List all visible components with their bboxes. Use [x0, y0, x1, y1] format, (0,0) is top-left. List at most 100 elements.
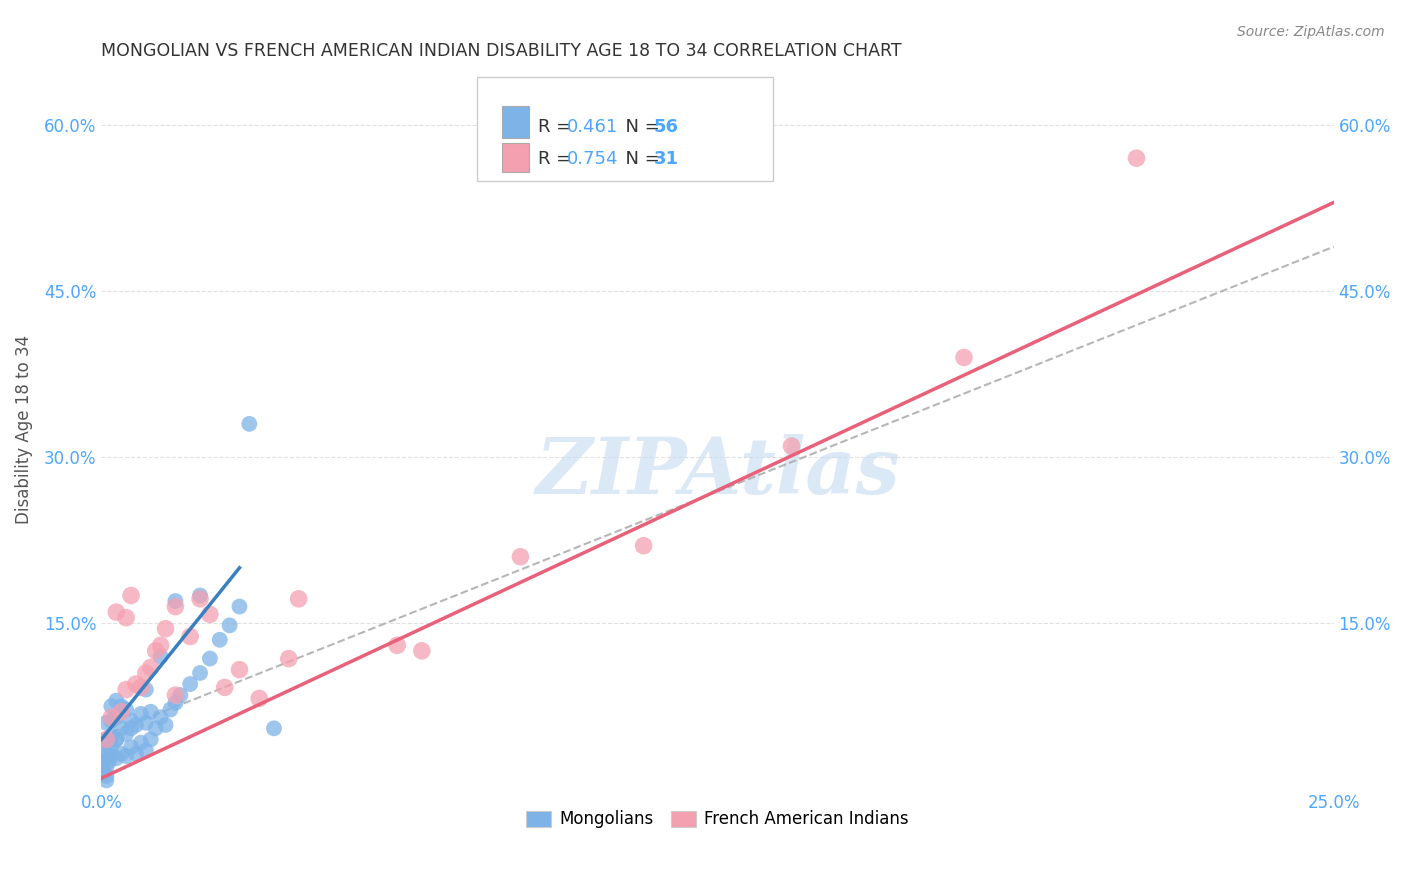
Point — [115, 702, 138, 716]
Point — [125, 718, 148, 732]
Text: 31: 31 — [654, 150, 679, 168]
Point — [96, 749, 118, 764]
Point — [120, 589, 142, 603]
Point — [96, 732, 118, 747]
Point — [179, 630, 201, 644]
Text: 0.754: 0.754 — [567, 150, 619, 168]
Point — [93, 755, 115, 769]
Point — [115, 610, 138, 624]
Point — [100, 749, 122, 764]
Point — [198, 607, 221, 622]
Point — [125, 677, 148, 691]
Point — [115, 727, 138, 741]
Point — [411, 644, 433, 658]
Point — [135, 682, 157, 697]
Point — [139, 705, 162, 719]
Point — [120, 722, 142, 736]
Point — [100, 729, 122, 743]
Point — [159, 702, 181, 716]
Point — [165, 599, 187, 614]
Point — [115, 682, 138, 697]
Point — [633, 539, 655, 553]
Point — [165, 688, 187, 702]
Point — [105, 693, 128, 707]
Point — [93, 743, 115, 757]
Point — [96, 760, 118, 774]
Point — [277, 651, 299, 665]
Point — [165, 594, 187, 608]
Point — [145, 722, 167, 736]
Text: R =: R = — [537, 118, 576, 136]
Point — [149, 649, 172, 664]
Point — [135, 665, 157, 680]
FancyBboxPatch shape — [502, 143, 529, 172]
Point — [188, 665, 211, 680]
Point — [188, 591, 211, 606]
Point — [110, 747, 132, 761]
Point — [218, 618, 240, 632]
Point — [125, 747, 148, 761]
Point — [100, 699, 122, 714]
Point — [105, 732, 128, 747]
Point — [129, 736, 152, 750]
Point — [509, 549, 531, 564]
Point — [129, 706, 152, 721]
Point — [120, 740, 142, 755]
Point — [110, 722, 132, 736]
Point — [149, 638, 172, 652]
Text: ZIPAtlas: ZIPAtlas — [536, 434, 900, 511]
Point — [135, 743, 157, 757]
Point — [165, 696, 187, 710]
Point — [149, 710, 172, 724]
Point — [139, 732, 162, 747]
Point — [247, 691, 270, 706]
Text: 56: 56 — [654, 118, 679, 136]
Point — [135, 715, 157, 730]
Point — [105, 605, 128, 619]
FancyBboxPatch shape — [502, 105, 529, 138]
Point — [129, 681, 152, 695]
Point — [105, 751, 128, 765]
Point — [287, 591, 309, 606]
Text: N =: N = — [614, 150, 665, 168]
Point — [780, 439, 803, 453]
Point — [100, 714, 122, 728]
Point — [155, 718, 177, 732]
Point — [93, 765, 115, 780]
Point — [228, 599, 250, 614]
Point — [115, 749, 138, 764]
Point — [238, 417, 260, 431]
Point — [214, 681, 236, 695]
Point — [110, 699, 132, 714]
Point — [198, 651, 221, 665]
Point — [169, 688, 191, 702]
Text: R =: R = — [537, 150, 576, 168]
Point — [145, 644, 167, 658]
Point — [179, 677, 201, 691]
Point — [96, 773, 118, 788]
FancyBboxPatch shape — [477, 77, 773, 181]
Point — [155, 622, 177, 636]
Point — [97, 755, 120, 769]
Y-axis label: Disability Age 18 to 34: Disability Age 18 to 34 — [15, 334, 32, 524]
Point — [105, 732, 128, 747]
Point — [139, 660, 162, 674]
Point — [110, 705, 132, 719]
Point — [120, 714, 142, 728]
Point — [96, 732, 118, 747]
Point — [263, 722, 285, 736]
Point — [385, 638, 408, 652]
Point — [100, 710, 122, 724]
Point — [96, 715, 118, 730]
Point — [97, 738, 120, 752]
Text: Source: ZipAtlas.com: Source: ZipAtlas.com — [1237, 25, 1385, 39]
Point — [1125, 151, 1147, 165]
Point — [188, 589, 211, 603]
Point — [96, 769, 118, 783]
Point — [953, 351, 976, 365]
Text: 0.461: 0.461 — [567, 118, 619, 136]
Point — [228, 663, 250, 677]
Text: MONGOLIAN VS FRENCH AMERICAN INDIAN DISABILITY AGE 18 TO 34 CORRELATION CHART: MONGOLIAN VS FRENCH AMERICAN INDIAN DISA… — [101, 42, 903, 60]
Text: N =: N = — [614, 118, 665, 136]
Point — [105, 710, 128, 724]
